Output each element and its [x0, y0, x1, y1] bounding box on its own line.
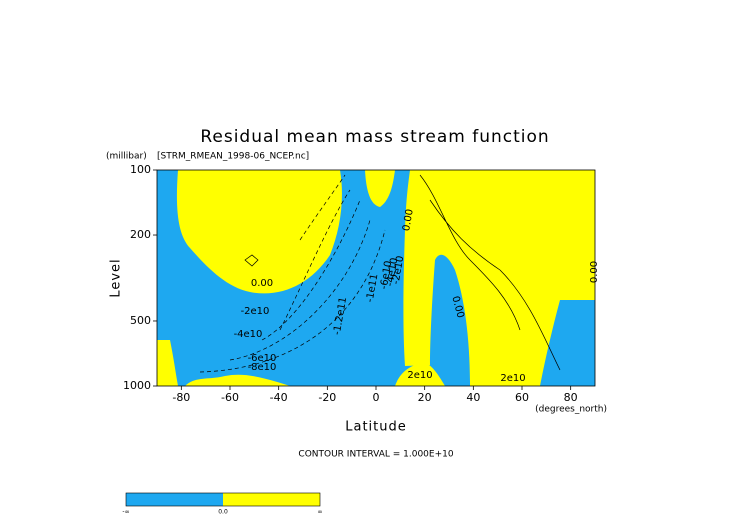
x-tick-label: 60 [515, 391, 529, 404]
contour-label: -6e10 [248, 353, 277, 364]
y-tick-label: 1000 [123, 379, 151, 392]
colorbar-label: 0.0 [218, 509, 228, 516]
y-tick-label: 100 [130, 163, 151, 176]
positive-region [395, 362, 445, 386]
y-tick-label: 200 [130, 228, 151, 241]
positive-region [157, 340, 178, 386]
contour-note: CONTOUR INTERVAL = 1.000E+10 [298, 450, 453, 460]
contour-label: 0.00 [251, 278, 273, 289]
contour-label: 2e10 [500, 373, 525, 384]
plot-area [156, 169, 596, 387]
x-tick-label: 40 [466, 391, 480, 404]
positive-region [185, 374, 290, 386]
subtitle: [STRM_RMEAN_1998-06_NCEP.nc] [157, 152, 309, 162]
y-tick-label: 500 [130, 314, 151, 327]
y-units: (millibar) [106, 152, 147, 162]
contour-label: -1e11 [365, 273, 381, 303]
contour-label: 2e10 [407, 370, 432, 381]
contour-label: -6e10 [379, 260, 395, 290]
x-axis-label: Latitude [345, 420, 407, 435]
y-axis-label: Level [109, 258, 124, 297]
x-tick-label: -80 [172, 391, 190, 404]
contour-label: -2e10 [241, 306, 270, 317]
contour-label: 0.00 [401, 208, 416, 232]
x-tick-label: -20 [318, 391, 336, 404]
colorbar-label: ∞ [318, 509, 323, 516]
x-units: (degrees_north) [535, 405, 607, 415]
positive-region [176, 170, 342, 294]
contour-label: -8e10 [248, 362, 277, 373]
chart-title: Residual mean mass stream function [200, 127, 549, 147]
positive-region [365, 170, 395, 207]
x-tick-label: 0 [373, 391, 380, 404]
colorbar-negative [126, 493, 223, 506]
colorbar-frame [125, 492, 321, 507]
contour-label: -2e10 [391, 255, 407, 285]
positive-region [403, 170, 595, 386]
contour-label: 0.00 [589, 261, 600, 283]
x-tick-label: 20 [418, 391, 432, 404]
contour-label: -4e10 [234, 329, 263, 340]
x-tick-label: -40 [270, 391, 288, 404]
colorbar-positive [223, 493, 320, 506]
contour-label: -4e10 [385, 257, 401, 287]
contour-line [244, 174, 561, 371]
x-tick-label: 80 [564, 391, 578, 404]
colorbar-label: -∞ [122, 509, 129, 516]
x-tick-label: -60 [221, 391, 239, 404]
